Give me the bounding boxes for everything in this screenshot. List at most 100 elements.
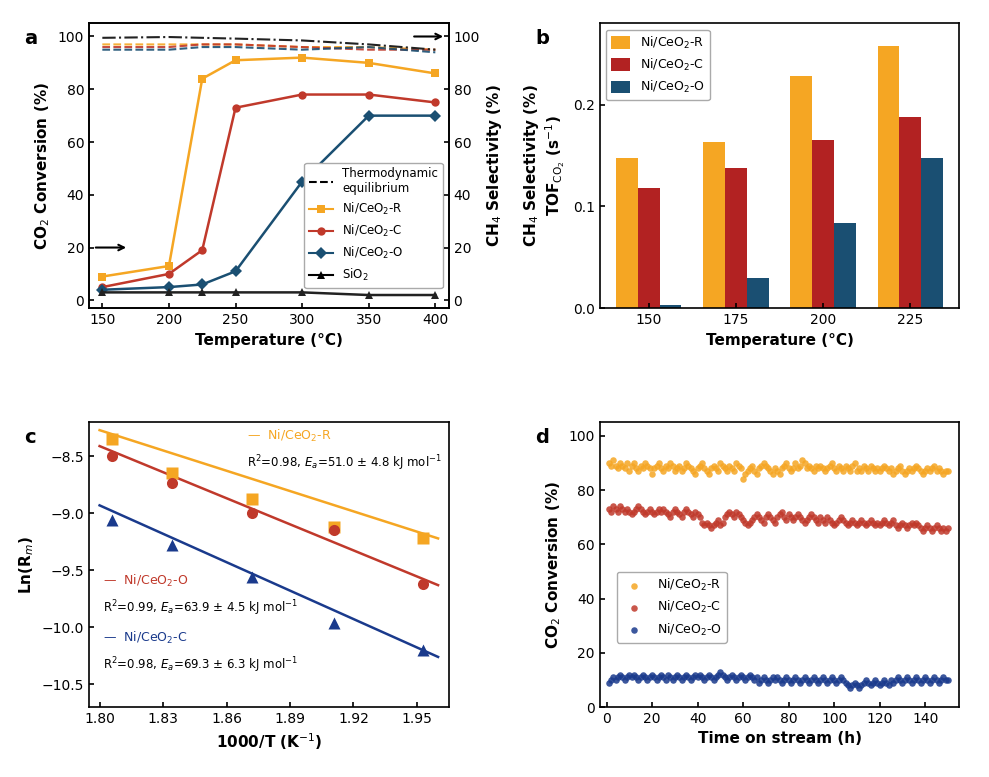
Ni/CeO$_2$-O — [728, 674, 744, 686]
Ni/CeO$_2$-O — [894, 677, 910, 689]
Ni/CeO$_2$-C — [799, 514, 815, 526]
Ni/CeO$_2$-O — [836, 674, 852, 686]
Ni/CeO$_2$-R — [745, 459, 761, 472]
Ni/CeO$_2$-R — [783, 465, 799, 477]
Text: b: b — [535, 29, 549, 48]
Ni/CeO$_2$-C — [728, 506, 744, 518]
Ni/CeO$_2$-O — [822, 674, 838, 686]
Ni/CeO$_2$-C — [696, 519, 712, 531]
Ni/CeO$_2$-C — [849, 519, 864, 531]
Ni/CeO$_2$-O — [783, 677, 799, 689]
Ni/CeO$_2$-R — [929, 465, 944, 477]
Ni/CeO$_2$-O — [763, 674, 778, 686]
Ni/CeO$_2$-O — [696, 674, 712, 686]
Ni/CeO$_2$-O — [665, 674, 680, 686]
Ni/CeO$_2$-O — [808, 674, 824, 686]
X-axis label: 1000/T (K$^{-1}$): 1000/T (K$^{-1}$) — [216, 731, 322, 752]
Ni/CeO$_2$-O — [751, 677, 766, 689]
Ni/CeO$_2$-R — [931, 462, 946, 475]
Ni/CeO$_2$-C — [780, 508, 796, 521]
Ni/CeO$_2$-O — [862, 679, 878, 692]
Ni/CeO$_2$-C — [665, 506, 680, 518]
Ni/CeO$_2$-C — [672, 508, 687, 521]
Ni/CeO$_2$-O — [904, 677, 920, 689]
Ni/CeO$_2$-C — [667, 503, 682, 515]
Ni/CeO$_2$-O — [756, 671, 771, 684]
Ni/CeO$_2$-O — [742, 668, 758, 681]
Ni/CeO$_2$-O — [740, 671, 756, 684]
Ni/CeO$_2$-C — [883, 517, 899, 529]
Ni/CeO$_2$-C — [682, 508, 698, 521]
Ni/CeO$_2$-C — [810, 517, 826, 529]
Ni/CeO$_2$-C — [855, 517, 871, 529]
Ni/CeO$_2$-O — [612, 668, 628, 681]
Ni/CeO$_2$-C — [722, 506, 738, 518]
Ni/CeO$_2$-R — [858, 462, 874, 475]
Ni/CeO$_2$-C — [796, 517, 812, 529]
Ni/CeO$_2$-C — [806, 511, 822, 524]
Ni/CeO$_2$-C — [778, 514, 794, 526]
Ni/CeO$_2$-O — [838, 677, 854, 689]
Ni/CeO$_2$-R — [649, 459, 665, 472]
Ni/CeO$_2$-R — [833, 462, 849, 475]
Ni/CeO$_2$-C — [858, 519, 874, 531]
Ni/CeO$_2$-O — [917, 671, 933, 684]
Ni/CeO$_2$-R — [790, 462, 806, 475]
Bar — [812, 141, 834, 308]
Text: c: c — [25, 428, 36, 447]
Ni/CeO$_2$-O — [754, 674, 769, 686]
Ni/CeO$_2$-R — [703, 462, 719, 475]
Ni/CeO$_2$-O — [715, 668, 731, 681]
Ni/CeO$_2$-R — [676, 462, 692, 475]
Ni/CeO$_2$-C — [878, 517, 894, 529]
Bar — [660, 305, 681, 308]
Ni/CeO$_2$-O — [656, 671, 672, 684]
Ni/CeO$_2$-R — [614, 459, 630, 472]
Ni/CeO$_2$-C — [899, 522, 915, 535]
Ni/CeO$_2$-R — [626, 457, 642, 469]
Ni/CeO$_2$-O — [610, 671, 626, 684]
Text: R$^2$=0.98, $E_a$=51.0 ± 4.8 kJ mol$^{-1}$: R$^2$=0.98, $E_a$=51.0 ± 4.8 kJ mol$^{-1… — [247, 454, 442, 473]
Ni/CeO$_2$-O — [722, 671, 738, 684]
Ni/CeO$_2$-C — [915, 524, 931, 537]
Ni/CeO$_2$-C — [647, 508, 663, 521]
Ni/CeO$_2$-O — [883, 674, 899, 686]
Ni/CeO$_2$-R — [874, 462, 890, 475]
Ni/CeO$_2$-R — [672, 459, 687, 472]
Text: d: d — [535, 428, 549, 447]
Ni/CeO$_2$-O — [601, 677, 617, 689]
Ni/CeO$_2$-O — [701, 668, 717, 681]
Ni/CeO$_2$-O — [824, 671, 840, 684]
Ni/CeO$_2$-O — [799, 674, 815, 686]
Y-axis label: CO$_2$ Conversion (%): CO$_2$ Conversion (%) — [544, 481, 563, 649]
Ni/CeO$_2$-R — [871, 465, 887, 477]
Ni/CeO$_2$-R — [920, 462, 936, 475]
Ni/CeO$_2$-C — [794, 514, 810, 526]
Ni/CeO$_2$-O — [897, 674, 913, 686]
Ni/CeO$_2$-O — [794, 674, 810, 686]
Ni/CeO$_2$-R — [836, 465, 852, 477]
Ni/CeO$_2$-O — [745, 671, 761, 684]
Ni/CeO$_2$-C — [654, 506, 670, 518]
Ni/CeO$_2$-O — [833, 671, 849, 684]
Ni/CeO$_2$-R — [803, 462, 819, 475]
Ni/CeO$_2$-R — [911, 462, 927, 475]
Ni/CeO$_2$-C — [715, 517, 731, 529]
Ni/CeO$_2$-C — [929, 519, 944, 531]
Ni/CeO$_2$-R — [685, 465, 701, 477]
Ni/CeO$_2$-C — [756, 517, 771, 529]
Ni/CeO$_2$-C — [733, 511, 749, 524]
Ni/CeO$_2$-O — [922, 677, 938, 689]
Ni/CeO$_2$-R — [817, 465, 833, 477]
Y-axis label: CH$_4$ Selectivity (%)
TOF$_{\mathrm{CO_2}}$ (s$^{-1}$): CH$_4$ Selectivity (%) TOF$_{\mathrm{CO_… — [521, 85, 568, 247]
Ni/CeO$_2$-O — [605, 671, 621, 684]
Ni/CeO$_2$-C — [908, 517, 924, 529]
Bar — [877, 46, 899, 308]
Ni/CeO$_2$-R — [742, 462, 758, 475]
Ni/CeO$_2$-R — [617, 462, 633, 475]
Ni/CeO$_2$-R — [854, 465, 869, 477]
Ni/CeO$_2$-C — [901, 519, 917, 531]
Ni/CeO$_2$-C — [674, 511, 689, 524]
Ni/CeO$_2$-C — [813, 511, 829, 524]
Ni/CeO$_2$-R — [938, 465, 953, 477]
